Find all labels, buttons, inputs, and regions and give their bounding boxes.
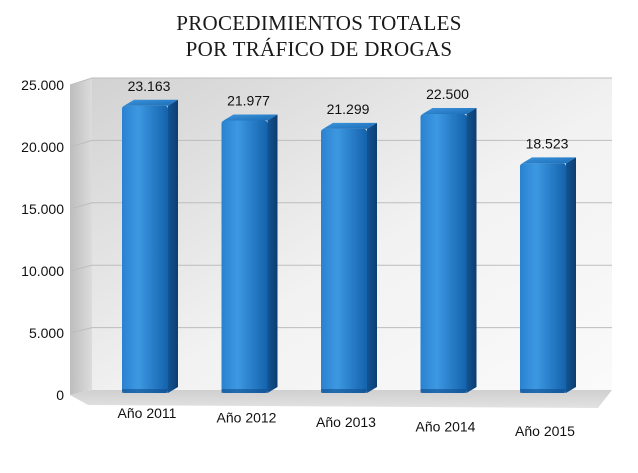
chart-title: PROCEDIMIENTOS TOTALES POR TRÁFICO DE DR…	[176, 11, 462, 61]
data-label: 21.977	[227, 92, 270, 108]
y-tick-label: 15.000	[21, 201, 64, 217]
bar-año-2014	[420, 108, 477, 393]
data-label: 18.523	[526, 135, 569, 151]
bar-año-2013	[321, 122, 377, 394]
y-tick-label: 20.000	[21, 139, 64, 155]
bar-top	[223, 114, 278, 121]
bar-front	[420, 114, 467, 393]
y-tick-label: 0	[56, 387, 64, 403]
bar-side	[367, 122, 377, 394]
y-tick-label: 25.000	[21, 77, 64, 93]
bar-base-shade	[221, 389, 268, 393]
bar-año-2012	[221, 114, 278, 393]
category-label: Año 2015	[515, 423, 575, 439]
y-tick-label: 5.000	[29, 325, 64, 341]
category-labels: Año 2011 Año 2012 Año 2013 Año 2014 Año 2015	[118, 405, 576, 439]
bar-front	[321, 128, 367, 393]
side-wall	[70, 78, 92, 395]
bar-front	[221, 120, 268, 393]
chart-title-line-2: POR TRÁFICO DE DROGAS	[186, 37, 453, 61]
data-labels: 23.163 21.977 21.299 22.500 18.523	[128, 78, 569, 152]
data-label: 22.500	[426, 86, 469, 102]
bar-side	[168, 99, 178, 393]
chart-title-line-1: PROCEDIMIENTOS TOTALES	[176, 11, 462, 35]
y-tick-label: 10.000	[21, 263, 64, 279]
bar-base-shade	[122, 389, 168, 393]
bars	[122, 99, 576, 394]
bar-base-shade	[520, 389, 566, 393]
bar-base-shade	[420, 389, 467, 393]
gridline	[69, 77, 612, 86]
data-label: 21.299	[327, 101, 370, 117]
data-label: 23.163	[128, 78, 171, 94]
bar-año-2011	[122, 99, 178, 393]
bar-side	[566, 157, 576, 393]
bar-front	[122, 105, 168, 393]
category-label: Año 2012	[217, 410, 277, 426]
bar-top	[422, 108, 477, 114]
bar-año-2015	[520, 157, 576, 393]
bar-front	[520, 163, 566, 393]
category-label: Año 2014	[416, 419, 476, 435]
bar-top	[522, 157, 576, 164]
bar-top	[323, 122, 377, 129]
category-label: Año 2011	[118, 405, 177, 421]
bar-base-shade	[321, 389, 367, 393]
category-label: Año 2013	[316, 414, 376, 430]
bar-top	[124, 99, 178, 106]
y-axis-ticks: 0 5.000 10.000 15.000 20.000 25.000	[21, 77, 64, 403]
bar-side	[466, 108, 477, 393]
floor	[70, 390, 612, 408]
bar-side	[267, 114, 278, 393]
